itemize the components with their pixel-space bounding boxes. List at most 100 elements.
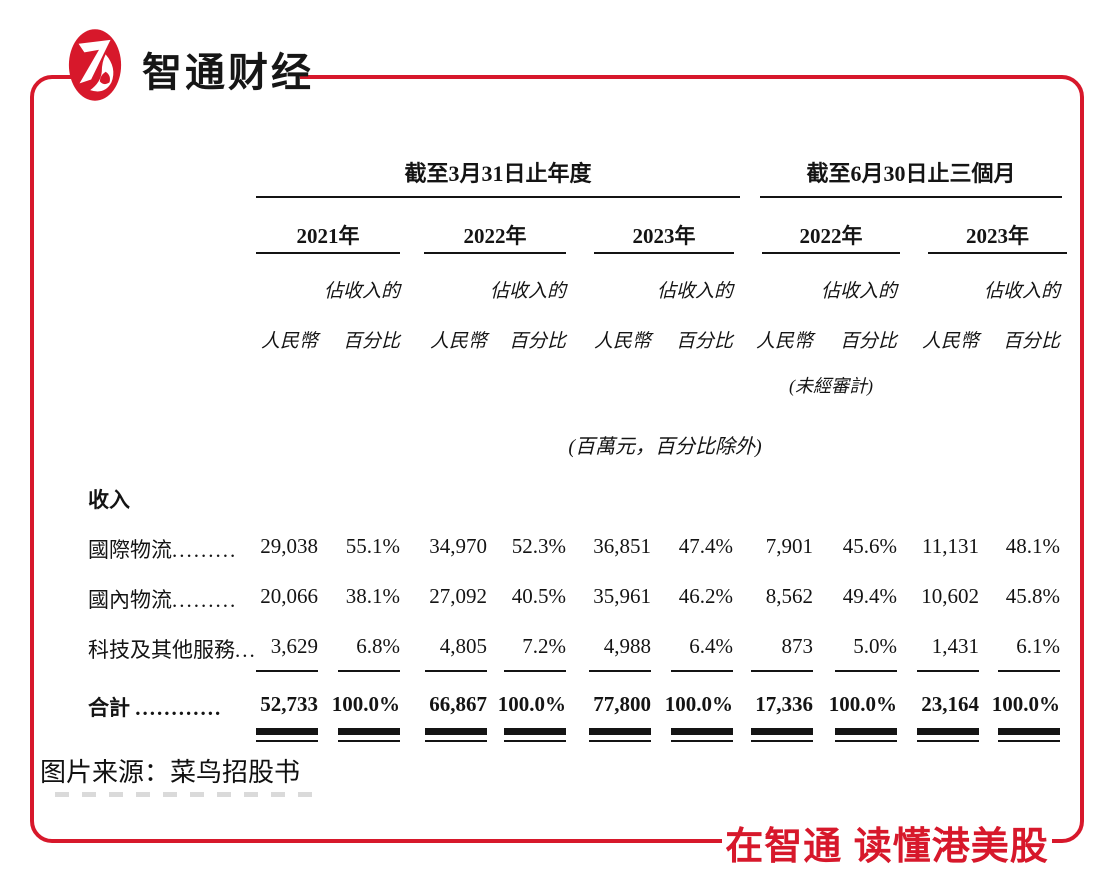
col-subheader-percentage: 百分比	[839, 331, 897, 352]
group-rule	[760, 196, 1062, 198]
slogan: 在智通 读懂港美股	[725, 826, 1049, 868]
cell: 20,066	[260, 584, 318, 608]
column-underline	[256, 670, 318, 672]
zhitong-logo-icon	[68, 29, 122, 101]
cell: 10,602	[921, 584, 979, 608]
cell: 35,961	[593, 584, 651, 608]
total-double-underline	[256, 740, 318, 742]
total-double-underline	[256, 728, 318, 735]
leader-dots: .........	[172, 588, 238, 612]
col-subheader-pct-of-revenue: 佔收入的	[820, 281, 897, 302]
source-caption: 图片来源：菜鸟招股书	[40, 758, 301, 787]
column-underline	[751, 670, 813, 672]
total-cell: 66,867	[429, 692, 487, 716]
cell: 4,805	[439, 634, 487, 658]
column-underline	[917, 670, 979, 672]
col-subheader-rmb: 人民幣	[429, 331, 487, 352]
cell: 38.1%	[345, 584, 400, 608]
column-underline	[671, 670, 733, 672]
total-double-underline	[998, 728, 1060, 735]
row-label: 國內物流.........	[88, 588, 238, 612]
cell: 7.2%	[522, 634, 566, 658]
total-row-label: 合計 ............	[88, 696, 223, 720]
total-cell: 100.0%	[664, 692, 733, 716]
total-double-underline	[751, 728, 813, 735]
total-cell: 100.0%	[828, 692, 897, 716]
year-label: 2023年	[632, 224, 696, 248]
year-label: 2022年	[463, 224, 527, 248]
cell: 3,629	[270, 634, 318, 658]
col-subheader-pct-of-revenue: 佔收入的	[323, 281, 400, 302]
cell: 5.0%	[853, 634, 897, 658]
cell: 27,092	[429, 584, 487, 608]
col-subheader-percentage: 百分比	[508, 331, 566, 352]
group-header-three-months: 截至6月30日止三個月	[806, 161, 1016, 186]
total-double-underline	[998, 740, 1060, 742]
total-cell: 52,733	[260, 692, 318, 716]
unaudited-note: (未經審計)	[789, 376, 873, 396]
cell: 40.5%	[511, 584, 566, 608]
cell: 873	[781, 634, 814, 658]
cell: 45.8%	[1005, 584, 1060, 608]
total-double-underline	[425, 740, 487, 742]
row-label: 科技及其他服務...	[88, 638, 257, 662]
total-cell: 77,800	[593, 692, 651, 716]
cell: 6.4%	[689, 634, 733, 658]
total-double-underline	[589, 728, 651, 735]
cell: 29,038	[260, 534, 318, 558]
total-cell: 100.0%	[497, 692, 566, 716]
leader-dots: ...	[235, 638, 257, 662]
total-cell: 100.0%	[331, 692, 400, 716]
col-subheader-rmb: 人民幣	[593, 331, 651, 352]
frame-gap-bottom	[722, 832, 1052, 848]
column-underline	[338, 670, 400, 672]
col-subheader-pct-of-revenue: 佔收入的	[656, 281, 733, 302]
column-underline	[425, 670, 487, 672]
cell: 11,131	[922, 534, 979, 558]
cell: 4,988	[603, 634, 651, 658]
cell: 34,970	[429, 534, 487, 558]
col-subheader-rmb: 人民幣	[260, 331, 318, 352]
cell: 55.1%	[345, 534, 400, 558]
total-double-underline	[835, 728, 897, 735]
frame-border	[30, 75, 1084, 843]
cell: 36,851	[593, 534, 651, 558]
cell: 6.1%	[1016, 634, 1060, 658]
year-rule	[594, 252, 734, 254]
year-label: 2022年	[799, 224, 863, 248]
total-double-underline	[917, 740, 979, 742]
total-double-underline	[835, 740, 897, 742]
col-subheader-pct-of-revenue: 佔收入的	[489, 281, 566, 302]
cell: 8,562	[765, 584, 813, 608]
cell: 6.8%	[356, 634, 400, 658]
group-header-fiscal-year: 截至3月31日止年度	[404, 161, 592, 186]
total-double-underline	[425, 728, 487, 735]
total-double-underline	[671, 728, 733, 735]
total-double-underline	[751, 740, 813, 742]
unit-note: (百萬元，百分比除外)	[568, 436, 762, 458]
col-subheader-percentage: 百分比	[675, 331, 733, 352]
section-header-revenue: 收入	[88, 488, 130, 512]
cropped-text-remnant	[55, 792, 320, 797]
cell: 48.1%	[1005, 534, 1060, 558]
col-subheader-percentage: 百分比	[342, 331, 400, 352]
year-rule	[256, 252, 400, 254]
cell: 49.4%	[842, 584, 897, 608]
column-underline	[998, 670, 1060, 672]
brand-name: 智通财经	[142, 51, 314, 95]
leader-dots: .........	[172, 538, 238, 562]
total-double-underline	[671, 740, 733, 742]
year-rule	[928, 252, 1067, 254]
col-subheader-rmb: 人民幣	[755, 331, 813, 352]
total-double-underline	[504, 728, 566, 735]
cell: 1,431	[931, 634, 979, 658]
cell: 46.2%	[678, 584, 733, 608]
total-double-underline	[338, 740, 400, 742]
total-cell: 100.0%	[991, 692, 1060, 716]
total-double-underline	[917, 728, 979, 735]
col-subheader-rmb: 人民幣	[921, 331, 979, 352]
total-double-underline	[504, 740, 566, 742]
column-underline	[589, 670, 651, 672]
total-cell: 17,336	[755, 692, 813, 716]
